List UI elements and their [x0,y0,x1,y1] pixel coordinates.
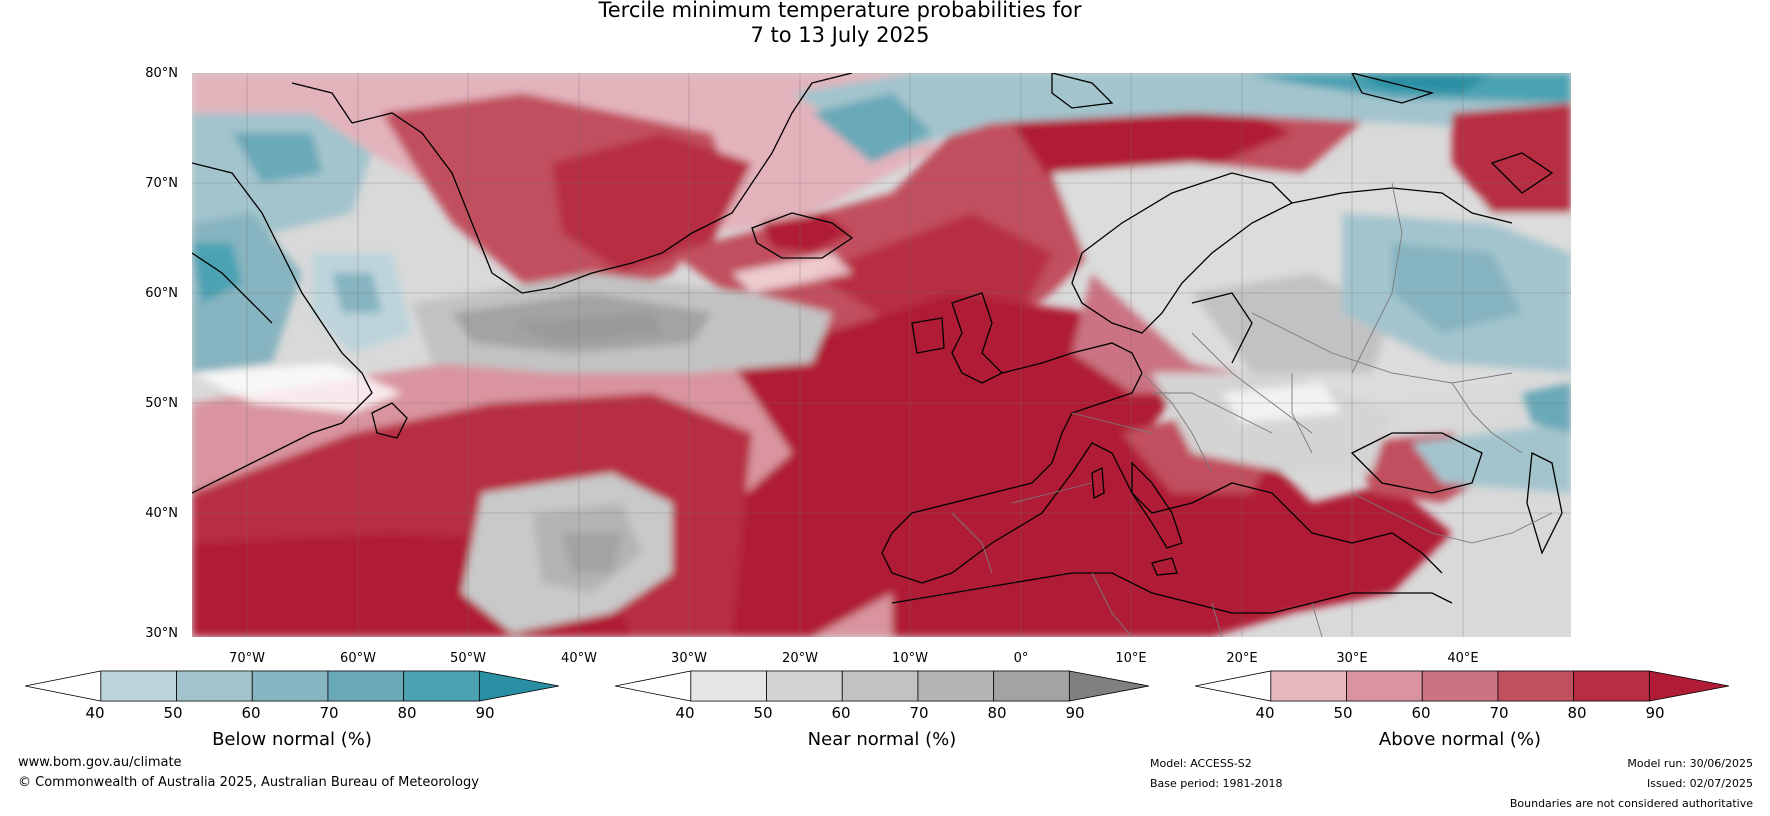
cb1-band-2 [176,670,253,702]
copyright-text: © Commonwealth of Australia 2025, Austra… [18,775,479,790]
cb2-tick-70: 70 [909,704,929,722]
lon-label-20e: 20°E [1226,651,1258,666]
greenland-coast [351,73,853,294]
map-title: Tercile minimum temperature probabilitie… [0,0,1770,48]
cb2-high-extend [1068,670,1150,702]
issued-date: Issued: 02/07/2025 [1646,777,1753,790]
lat-label-80n: 80°N [145,66,178,81]
graticule [192,73,1571,637]
country-borders [951,182,1553,637]
cb3-band-4 [1497,670,1575,702]
cb1-tick-50: 50 [163,704,183,722]
cb2-tick-40: 40 [675,704,695,722]
lon-label-0: 0° [1013,651,1029,666]
model-name: Model: ACCESS-S2 [1150,757,1252,770]
cb1-title: Below normal (%) [212,729,372,750]
lat-label-60n: 60°N [145,286,178,301]
lon-label-70w: 70°W [229,651,265,666]
cb1-tick-80: 80 [397,704,417,722]
title-line-2: 7 to 13 July 2025 [750,23,930,47]
cb3-high-extend [1648,670,1730,702]
cb3-tick-70: 70 [1489,704,1509,722]
lon-label-40w: 40°W [561,651,597,666]
colorbar-below-normal [25,670,560,702]
coastlines [192,73,1563,614]
cb2-band-4 [917,670,995,702]
cb2-band-2 [766,670,843,702]
europe-coast [881,342,1143,584]
cb1-tick-70: 70 [319,704,339,722]
lat-label-50n: 50°N [145,396,178,411]
model-run-date: Model run: 30/06/2025 [1627,757,1753,770]
base-period: Base period: 1981-2018 [1150,777,1283,790]
cb2-band-3 [841,670,919,702]
cb3-tick-90: 90 [1645,704,1665,722]
cb3-title: Above normal (%) [1378,729,1542,750]
cb1-band-5 [403,670,480,702]
cb1-band-3 [251,670,329,702]
website-link[interactable]: www.bom.gov.au/climate [18,755,182,770]
cb3-band-1 [1270,670,1347,702]
boundaries-disclaimer: Boundaries are not considered authoritat… [1509,797,1753,810]
cb1-high-extend [478,670,560,702]
labrador-coast [192,162,373,494]
map-canvas [192,73,1571,637]
lon-label-50w: 50°W [450,651,486,666]
cb1-low-extend [25,670,102,702]
cb3-band-2 [1346,670,1423,702]
lon-label-30e: 30°E [1336,651,1368,666]
cb3-tick-40: 40 [1255,704,1275,722]
lon-label-40e: 40°E [1447,651,1479,666]
probability-fields [192,73,1571,637]
ireland-coast [911,317,945,354]
cb3-low-extend [1195,670,1272,702]
lon-label-10e: 10°E [1115,651,1147,666]
cb3-band-3 [1421,670,1499,702]
cb1-tick-40: 40 [85,704,105,722]
lon-label-20w: 20°W [782,651,818,666]
iceland-coast [751,212,854,259]
lat-label-30n: 30°N [145,626,178,641]
north-africa-coast [891,572,1453,614]
cb2-tick-90: 90 [1065,704,1085,722]
scandinavia-coast [1071,172,1294,334]
cb2-band-5 [993,670,1070,702]
great-britain-coast [951,292,1004,384]
cb1-band-1 [100,670,177,702]
cb3-band-5 [1573,670,1650,702]
lat-label-70n: 70°N [145,176,178,191]
cb2-low-extend [615,670,692,702]
forecast-map [192,73,1571,637]
cb1-tick-90: 90 [475,704,495,722]
lon-label-60w: 60°W [340,651,376,666]
black-sea-coast [1350,432,1483,494]
cb2-tick-80: 80 [987,704,1007,722]
cb2-tick-60: 60 [831,704,851,722]
cb2-title: Near normal (%) [807,729,957,750]
cb3-tick-80: 80 [1567,704,1587,722]
cb2-tick-50: 50 [753,704,773,722]
colorbar-above-normal [1195,670,1730,702]
lon-label-30w: 30°W [671,651,707,666]
lat-label-40n: 40°N [145,506,178,521]
title-line-1: Tercile minimum temperature probabilitie… [598,0,1082,22]
cb3-tick-50: 50 [1333,704,1353,722]
colorbar-near-normal [615,670,1150,702]
lon-label-10w: 10°W [892,651,928,666]
cb1-tick-60: 60 [241,704,261,722]
cb1-band-4 [327,670,405,702]
cb2-band-1 [690,670,767,702]
cb3-tick-60: 60 [1411,704,1431,722]
